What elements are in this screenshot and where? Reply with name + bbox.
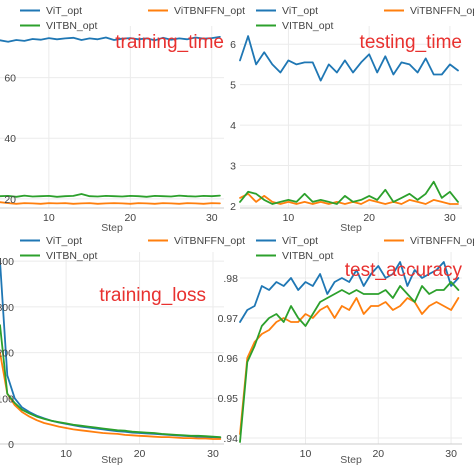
- x-tick-label: 30: [207, 448, 219, 460]
- legend-label: ViTBNFFN_opt: [174, 235, 245, 247]
- legend-item: ViTBNFFN_opt: [148, 5, 245, 17]
- x-tick-label: 30: [444, 212, 456, 224]
- y-tick-label: 20: [4, 194, 16, 206]
- y-tick-label: 4: [230, 120, 236, 132]
- chart-panel-test-accuracy: .94 0.95 0.96 0.97 .98 10 20 30 Step test_accurac…: [218, 235, 474, 466]
- legend-label: ViT_opt: [46, 235, 82, 247]
- legend-item: VITBN_opt: [20, 250, 97, 262]
- legend-label: VITBN_opt: [46, 20, 97, 32]
- series-line-vitbn-opt: [239, 180, 459, 205]
- y-tick-label: 3: [230, 161, 236, 173]
- x-tick-label: 20: [372, 448, 384, 460]
- x-tick-label: 20: [363, 212, 375, 224]
- series-line-vit-opt: [0, 36, 221, 43]
- series-line-vit-opt: [239, 261, 460, 323]
- series-line-vitbnffn-opt: [239, 297, 460, 435]
- legend-item: VITBN_opt: [256, 20, 333, 32]
- plot-area: [0, 26, 224, 208]
- legend-label: ViT_opt: [282, 235, 318, 247]
- x-axis-title: Step: [340, 454, 362, 466]
- chart-panel-training-loss: 0 100 200 300 400 10 20 30 Step training_loss ViT_…: [0, 235, 245, 466]
- plot-area: [0, 252, 224, 444]
- y-tick-label: 0.97: [218, 313, 239, 325]
- x-tick-label: 10: [60, 448, 72, 460]
- y-tick-label: 40: [4, 133, 16, 145]
- x-tick-label: 30: [206, 212, 218, 224]
- legend-label: VITBN_opt: [282, 250, 333, 262]
- x-tick-label: 20: [134, 448, 146, 460]
- plot-area: [240, 26, 462, 208]
- x-tick-label: 10: [283, 212, 295, 224]
- series-line-vitbn-opt: [239, 281, 460, 443]
- x-axis-title: Step: [101, 454, 123, 466]
- legend-item: ViT_opt: [256, 235, 318, 247]
- x-tick-label: 20: [124, 212, 136, 224]
- panel-title: training_time: [115, 32, 224, 53]
- legend-item: VITBN_opt: [20, 20, 97, 32]
- y-tick-label: 200: [0, 348, 14, 360]
- legend: ViT_opt ViTBNFFN_opt VITBN_opt: [256, 5, 474, 32]
- x-axis-title: Step: [340, 222, 362, 234]
- legend-label: ViTBNFFN_opt: [174, 5, 245, 17]
- y-tick-label: .98: [223, 273, 238, 285]
- legend: ViT_opt ViTBNFFN_opt VITBN_opt: [20, 235, 245, 262]
- plot-area: [240, 252, 462, 444]
- y-tick-label: 60: [4, 73, 16, 85]
- y-tick-label: 100: [0, 393, 14, 405]
- panel-title: testing_time: [360, 32, 462, 53]
- y-tick-label: 400: [0, 256, 14, 268]
- series-line-vitbnffn-opt: [0, 201, 221, 205]
- series-line-vitbnffn-opt: [0, 351, 222, 440]
- y-tick-label: 5: [230, 80, 236, 92]
- legend: ViT_opt ViTBNFFN_opt VITBN_opt: [20, 5, 245, 32]
- chart-panel-testing-time: 2 3 4 5 6 10 20 30 Step testing_time ViT_opt ViTBNF…: [230, 5, 474, 234]
- x-tick-label: 30: [445, 448, 457, 460]
- legend-item: ViT_opt: [20, 5, 82, 17]
- legend-item: ViT_opt: [20, 235, 82, 247]
- y-tick-label: 0.96: [218, 353, 239, 365]
- legend: ViT_opt ViTBNFFN_opt VITBN_opt: [256, 235, 474, 262]
- x-tick-label: 10: [300, 448, 312, 460]
- x-tick-label: 10: [43, 212, 55, 224]
- chart-panel-training-time: 20 40 60 10 20 30 Step training_time ViT_opt ViTB…: [0, 5, 245, 234]
- legend-label: ViTBNFFN_opt: [410, 235, 474, 247]
- legend-item: VITBN_opt: [256, 250, 333, 262]
- legend-label: ViTBNFFN_opt: [410, 5, 474, 17]
- legend-label: ViT_opt: [46, 5, 82, 17]
- y-tick-label: .94: [223, 433, 238, 445]
- panel-title: test_accuracy: [345, 260, 463, 281]
- y-tick-label: 6: [230, 39, 236, 51]
- legend-label: VITBN_opt: [282, 20, 333, 32]
- series-line-vitbn-opt: [0, 193, 221, 198]
- legend-item: ViTBNFFN_opt: [384, 5, 474, 17]
- legend-label: ViT_opt: [282, 5, 318, 17]
- series-line-vit-opt: [239, 35, 459, 82]
- legend-label: VITBN_opt: [46, 250, 97, 262]
- y-tick-label: 2: [230, 201, 236, 213]
- x-axis-title: Step: [101, 222, 123, 234]
- panel-title: training_loss: [99, 285, 206, 306]
- y-tick-label: 300: [0, 302, 14, 314]
- y-tick-label: 0: [8, 439, 14, 451]
- legend-item: ViTBNFFN_opt: [384, 235, 474, 247]
- y-tick-label: 0.95: [218, 393, 239, 405]
- series-line-vitbn-opt: [0, 324, 222, 439]
- legend-item: ViTBNFFN_opt: [148, 235, 245, 247]
- legend-item: ViT_opt: [256, 5, 318, 17]
